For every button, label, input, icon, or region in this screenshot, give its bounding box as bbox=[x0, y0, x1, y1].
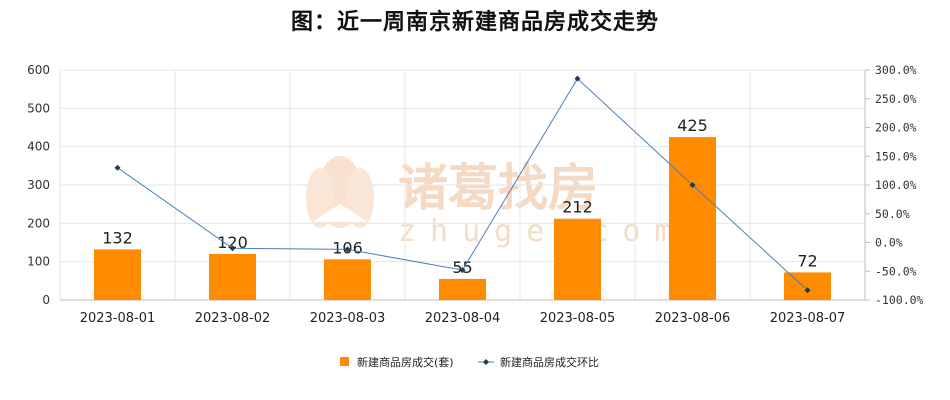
y-left-tick-label: 500 bbox=[27, 101, 50, 115]
legend-bar-label: 新建商品房成交(套) bbox=[357, 355, 454, 369]
bar bbox=[439, 278, 486, 300]
x-tick-label: 2023-08-05 bbox=[540, 311, 616, 326]
bar-value-label: 72 bbox=[797, 251, 817, 270]
chart-title: 图：近一周南京新建商品房成交走势 bbox=[290, 10, 659, 35]
legend-bar-swatch bbox=[340, 357, 349, 366]
line-point bbox=[114, 164, 121, 171]
bar bbox=[784, 272, 831, 300]
y-right-tick-label: 50.0% bbox=[875, 207, 910, 221]
watermark-brand: 诸葛找房 bbox=[398, 159, 598, 217]
x-tick-label: 2023-08-02 bbox=[195, 311, 271, 326]
y-right-tick-label: 300.0% bbox=[875, 63, 917, 77]
legend-line-marker bbox=[483, 359, 489, 365]
y-left-tick-label: 400 bbox=[27, 140, 50, 154]
y-right-tick-label: -50.0% bbox=[875, 264, 917, 278]
bar bbox=[669, 137, 716, 300]
bar-value-label: 425 bbox=[677, 116, 708, 135]
watermark-logo-icon bbox=[312, 204, 368, 222]
bar-value-label: 120 bbox=[217, 233, 248, 252]
x-tick-label: 2023-08-07 bbox=[770, 311, 846, 326]
bar bbox=[554, 218, 601, 300]
y-left-tick-label: 0 bbox=[42, 293, 50, 307]
y-left-tick-label: 300 bbox=[27, 178, 50, 192]
line-point bbox=[689, 182, 696, 188]
line-point bbox=[344, 246, 351, 253]
y-left-tick-label: 100 bbox=[27, 255, 50, 269]
watermark-domain: zhuge.com bbox=[398, 214, 687, 249]
x-tick-label: 2023-08-03 bbox=[310, 311, 386, 326]
legend-line-label: 新建商品房成交环比 bbox=[500, 355, 599, 369]
bar bbox=[94, 249, 141, 300]
bar-value-label: 212 bbox=[562, 198, 593, 217]
y-right-tick-label: 0.0% bbox=[875, 236, 903, 250]
line-point bbox=[229, 245, 236, 252]
line-point bbox=[459, 267, 466, 274]
y-right-tick-label: 200.0% bbox=[875, 121, 917, 135]
y-right-tick-label: -100.0% bbox=[875, 293, 924, 307]
y-left-tick-label: 600 bbox=[27, 63, 50, 77]
bar-value-label: 132 bbox=[102, 228, 133, 247]
x-tick-label: 2023-08-06 bbox=[655, 311, 731, 326]
line-point bbox=[804, 287, 811, 294]
y-left-tick-label: 200 bbox=[27, 216, 50, 230]
y-right-tick-label: 250.0% bbox=[875, 92, 917, 106]
y-right-tick-label: 100.0% bbox=[875, 178, 917, 192]
bar bbox=[209, 254, 256, 300]
bar bbox=[324, 259, 371, 300]
x-tick-label: 2023-08-01 bbox=[80, 311, 156, 326]
line-point bbox=[574, 75, 581, 82]
x-tick-label: 2023-08-04 bbox=[425, 311, 501, 326]
y-right-tick-label: 150.0% bbox=[875, 149, 917, 163]
